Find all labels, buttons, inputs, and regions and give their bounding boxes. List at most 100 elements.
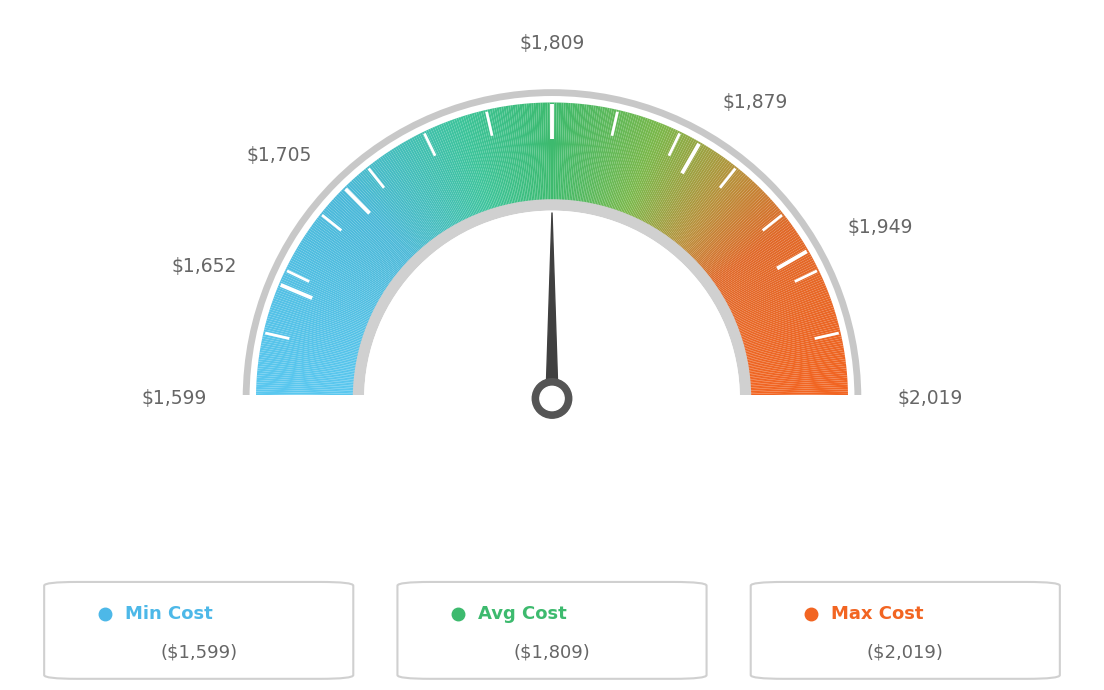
Wedge shape (742, 316, 837, 345)
Wedge shape (626, 124, 666, 216)
Wedge shape (449, 120, 485, 213)
Wedge shape (587, 107, 607, 205)
Wedge shape (467, 115, 497, 209)
Wedge shape (723, 252, 810, 302)
Wedge shape (606, 114, 635, 209)
Wedge shape (716, 234, 799, 290)
Wedge shape (503, 106, 521, 204)
Wedge shape (517, 104, 530, 202)
Wedge shape (719, 240, 804, 294)
Wedge shape (257, 368, 355, 380)
Circle shape (532, 379, 572, 418)
Polygon shape (545, 213, 559, 398)
Wedge shape (256, 384, 354, 391)
Wedge shape (276, 290, 369, 327)
Wedge shape (679, 172, 744, 248)
Wedge shape (485, 110, 509, 206)
Wedge shape (302, 238, 386, 293)
Wedge shape (289, 260, 378, 308)
Wedge shape (714, 230, 797, 288)
Wedge shape (742, 320, 838, 348)
Wedge shape (750, 387, 848, 393)
Wedge shape (681, 175, 747, 250)
Wedge shape (731, 273, 820, 316)
Wedge shape (728, 262, 816, 309)
Wedge shape (367, 166, 429, 244)
Wedge shape (749, 377, 848, 386)
Wedge shape (257, 371, 355, 382)
Wedge shape (306, 232, 389, 289)
Wedge shape (749, 373, 847, 383)
Wedge shape (388, 151, 444, 235)
Wedge shape (584, 106, 603, 204)
Wedge shape (314, 221, 394, 282)
Wedge shape (363, 169, 427, 246)
Wedge shape (730, 268, 819, 313)
Wedge shape (646, 138, 694, 226)
Wedge shape (666, 157, 724, 238)
Wedge shape (725, 258, 814, 306)
Wedge shape (331, 199, 406, 267)
Wedge shape (272, 303, 365, 336)
Wedge shape (671, 163, 733, 243)
Wedge shape (611, 115, 641, 210)
Wedge shape (262, 336, 359, 359)
Wedge shape (469, 114, 498, 209)
Wedge shape (744, 334, 841, 357)
Circle shape (540, 386, 564, 411)
Wedge shape (749, 368, 847, 380)
Wedge shape (686, 181, 755, 255)
Wedge shape (716, 236, 800, 291)
Wedge shape (369, 165, 431, 244)
Wedge shape (599, 111, 626, 207)
Wedge shape (272, 300, 365, 335)
Wedge shape (323, 208, 401, 273)
Wedge shape (744, 332, 841, 355)
Wedge shape (744, 329, 840, 354)
Wedge shape (291, 256, 379, 305)
Wedge shape (257, 366, 355, 378)
Wedge shape (613, 117, 646, 211)
Wedge shape (746, 345, 843, 364)
Wedge shape (317, 217, 396, 279)
Wedge shape (698, 199, 773, 267)
Wedge shape (346, 184, 416, 257)
Wedge shape (360, 172, 425, 248)
Wedge shape (703, 208, 781, 273)
Wedge shape (741, 311, 836, 342)
Wedge shape (261, 348, 358, 366)
Wedge shape (622, 121, 659, 215)
Wedge shape (749, 375, 847, 384)
Wedge shape (349, 181, 418, 255)
Wedge shape (580, 106, 596, 204)
Text: $1,652: $1,652 (171, 257, 237, 276)
Wedge shape (261, 345, 358, 364)
Wedge shape (739, 303, 832, 336)
Wedge shape (682, 177, 750, 251)
Wedge shape (730, 270, 820, 315)
Wedge shape (740, 307, 835, 339)
Wedge shape (596, 110, 622, 206)
Wedge shape (270, 305, 364, 337)
Wedge shape (465, 115, 496, 210)
Wedge shape (654, 145, 707, 230)
Wedge shape (364, 210, 740, 398)
Wedge shape (743, 325, 839, 351)
Text: $2,019: $2,019 (898, 389, 963, 408)
Wedge shape (540, 103, 545, 201)
FancyBboxPatch shape (751, 582, 1060, 679)
Wedge shape (266, 320, 362, 348)
Wedge shape (637, 132, 682, 221)
Wedge shape (436, 125, 477, 217)
Wedge shape (298, 244, 384, 297)
Wedge shape (594, 109, 616, 206)
Wedge shape (402, 143, 453, 228)
Wedge shape (279, 281, 371, 322)
Wedge shape (353, 199, 751, 398)
Wedge shape (688, 184, 758, 257)
Wedge shape (393, 147, 447, 232)
Wedge shape (575, 104, 590, 203)
Wedge shape (620, 121, 657, 214)
Wedge shape (311, 224, 392, 284)
Wedge shape (305, 234, 388, 290)
